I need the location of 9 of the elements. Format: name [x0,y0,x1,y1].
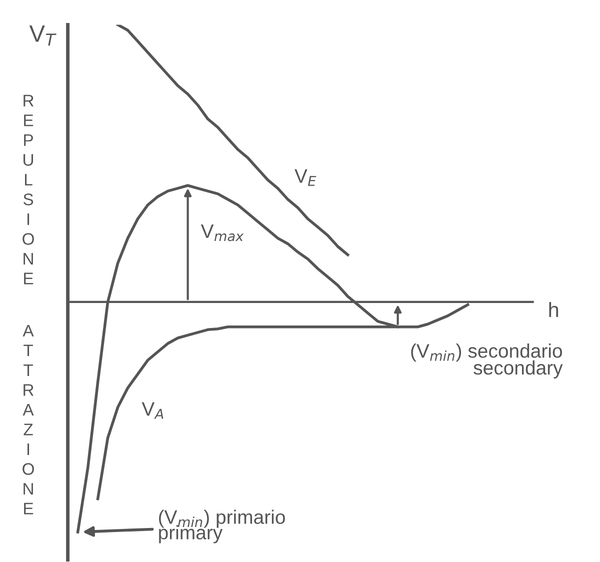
annotation: V$_{max}$ [200,224,244,242]
text: REPULSIONE [22,94,34,284]
annotation: (V$_{min}$) primario primary [159,510,285,544]
text: ATTRAZIONE [22,324,34,514]
annotation: (V$_{min}$) secondario secondary [411,344,563,379]
series-label: V$_{A}$ [142,402,164,419]
series-label: V$_{E}$ [294,169,316,186]
y-axis-title: V$_{T}$ [29,26,56,46]
x-axis-title: h [549,302,558,318]
